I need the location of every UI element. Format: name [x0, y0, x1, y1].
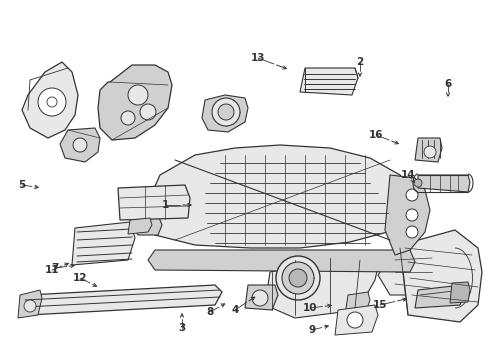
- Circle shape: [406, 226, 418, 238]
- Circle shape: [121, 111, 135, 125]
- Circle shape: [414, 179, 422, 187]
- Polygon shape: [128, 218, 152, 234]
- Polygon shape: [450, 282, 470, 303]
- Text: 14: 14: [401, 170, 416, 180]
- Polygon shape: [378, 248, 440, 295]
- Text: 4: 4: [231, 305, 239, 315]
- Polygon shape: [245, 285, 278, 310]
- Circle shape: [73, 138, 87, 152]
- Text: 9: 9: [308, 325, 316, 335]
- Circle shape: [212, 98, 240, 126]
- Text: 6: 6: [444, 79, 452, 89]
- Polygon shape: [418, 175, 470, 192]
- Polygon shape: [72, 222, 135, 265]
- Circle shape: [218, 104, 234, 120]
- Circle shape: [276, 256, 320, 300]
- Polygon shape: [385, 175, 430, 255]
- Circle shape: [140, 104, 156, 120]
- Text: 15: 15: [373, 300, 387, 310]
- Polygon shape: [202, 95, 248, 132]
- Polygon shape: [60, 128, 100, 162]
- Circle shape: [406, 209, 418, 221]
- Text: 7: 7: [51, 263, 59, 273]
- Polygon shape: [98, 65, 172, 140]
- Polygon shape: [415, 138, 442, 162]
- Text: 1: 1: [161, 200, 169, 210]
- Text: 10: 10: [303, 303, 317, 313]
- Polygon shape: [345, 292, 370, 315]
- Text: 8: 8: [206, 307, 214, 317]
- Polygon shape: [118, 185, 190, 220]
- Polygon shape: [20, 285, 222, 315]
- Circle shape: [128, 85, 148, 105]
- Text: 13: 13: [251, 53, 265, 63]
- Text: 3: 3: [178, 323, 186, 333]
- Polygon shape: [22, 62, 78, 138]
- Circle shape: [424, 146, 436, 158]
- Polygon shape: [265, 255, 380, 318]
- Circle shape: [24, 300, 36, 312]
- Circle shape: [282, 262, 314, 294]
- Text: 11: 11: [45, 265, 59, 275]
- Polygon shape: [140, 145, 420, 248]
- Circle shape: [347, 312, 363, 328]
- Polygon shape: [18, 290, 42, 318]
- Circle shape: [38, 88, 66, 116]
- Text: 16: 16: [369, 130, 383, 140]
- Polygon shape: [148, 250, 415, 272]
- Text: 5: 5: [19, 180, 25, 190]
- Polygon shape: [400, 230, 482, 322]
- Circle shape: [406, 189, 418, 201]
- Polygon shape: [335, 305, 378, 335]
- Polygon shape: [415, 285, 465, 308]
- Polygon shape: [132, 215, 162, 235]
- Circle shape: [252, 290, 268, 306]
- Text: 2: 2: [356, 57, 364, 67]
- Polygon shape: [300, 68, 358, 95]
- Text: 12: 12: [73, 273, 87, 283]
- Circle shape: [289, 269, 307, 287]
